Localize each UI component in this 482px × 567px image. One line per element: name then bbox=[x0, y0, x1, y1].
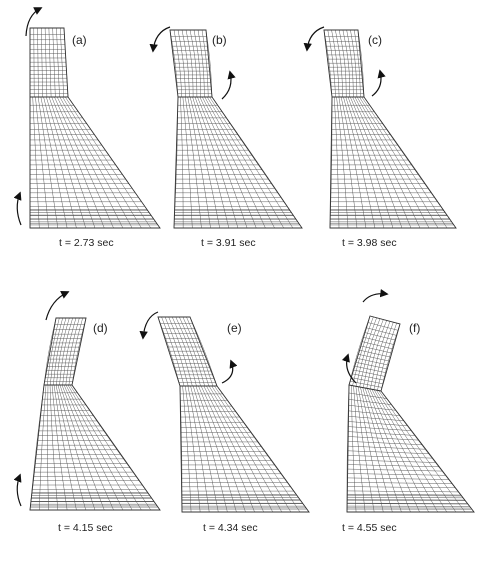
time-label-b: t = 3.91 sec bbox=[201, 237, 256, 249]
rotation-arrow-top-a bbox=[25, 7, 43, 37]
rotation-arrow-mid-f bbox=[341, 353, 357, 384]
rotation-arrow-mid-c bbox=[371, 69, 386, 97]
panel-f: (f) t = 4.55 sec bbox=[341, 289, 475, 534]
dam-mesh-d bbox=[29, 317, 161, 511]
time-label-c: t = 3.98 sec bbox=[342, 237, 397, 249]
time-label-d: t = 4.15 sec bbox=[58, 522, 113, 534]
dam-mesh-b bbox=[169, 29, 303, 229]
panel-label-b: (b) bbox=[212, 33, 227, 47]
panel-a: (a) t = 2.73 sec bbox=[13, 7, 161, 249]
panel-label-c: (c) bbox=[368, 33, 382, 47]
time-label-a: t = 2.73 sec bbox=[59, 237, 114, 249]
dam-mesh-e bbox=[157, 316, 310, 513]
rotation-arrow-mid-e bbox=[221, 359, 238, 384]
time-label-e: t = 4.34 sec bbox=[203, 522, 258, 534]
rotation-arrow-base-a bbox=[13, 191, 22, 226]
panel-label-f: (f) bbox=[409, 321, 420, 335]
dam-mesh-f bbox=[346, 315, 475, 513]
panel-label-d: (d) bbox=[93, 321, 108, 335]
panel-d: (d) t = 4.15 sec bbox=[13, 291, 161, 534]
rotation-arrow-mid-b bbox=[221, 70, 236, 100]
panel-e: (e) t = 4.34 sec bbox=[139, 311, 310, 534]
time-label-f: t = 4.55 sec bbox=[342, 522, 397, 534]
rotation-arrow-top-c bbox=[303, 26, 325, 52]
panel-c: (c) t = 3.98 sec bbox=[303, 26, 457, 249]
panel-b: (b) t = 3.91 sec bbox=[149, 26, 303, 249]
rotation-arrow-top-d bbox=[45, 291, 70, 321]
panel-label-a: (a) bbox=[72, 33, 87, 47]
panel-label-e: (e) bbox=[227, 321, 242, 335]
rotation-arrow-top-f bbox=[362, 289, 389, 303]
dam-mesh-a bbox=[29, 27, 161, 229]
dam-mesh-c bbox=[323, 29, 457, 229]
rotation-arrow-top-b bbox=[149, 26, 171, 53]
rotation-arrow-top-e bbox=[139, 311, 159, 340]
rotation-arrow-base-d bbox=[13, 473, 22, 507]
